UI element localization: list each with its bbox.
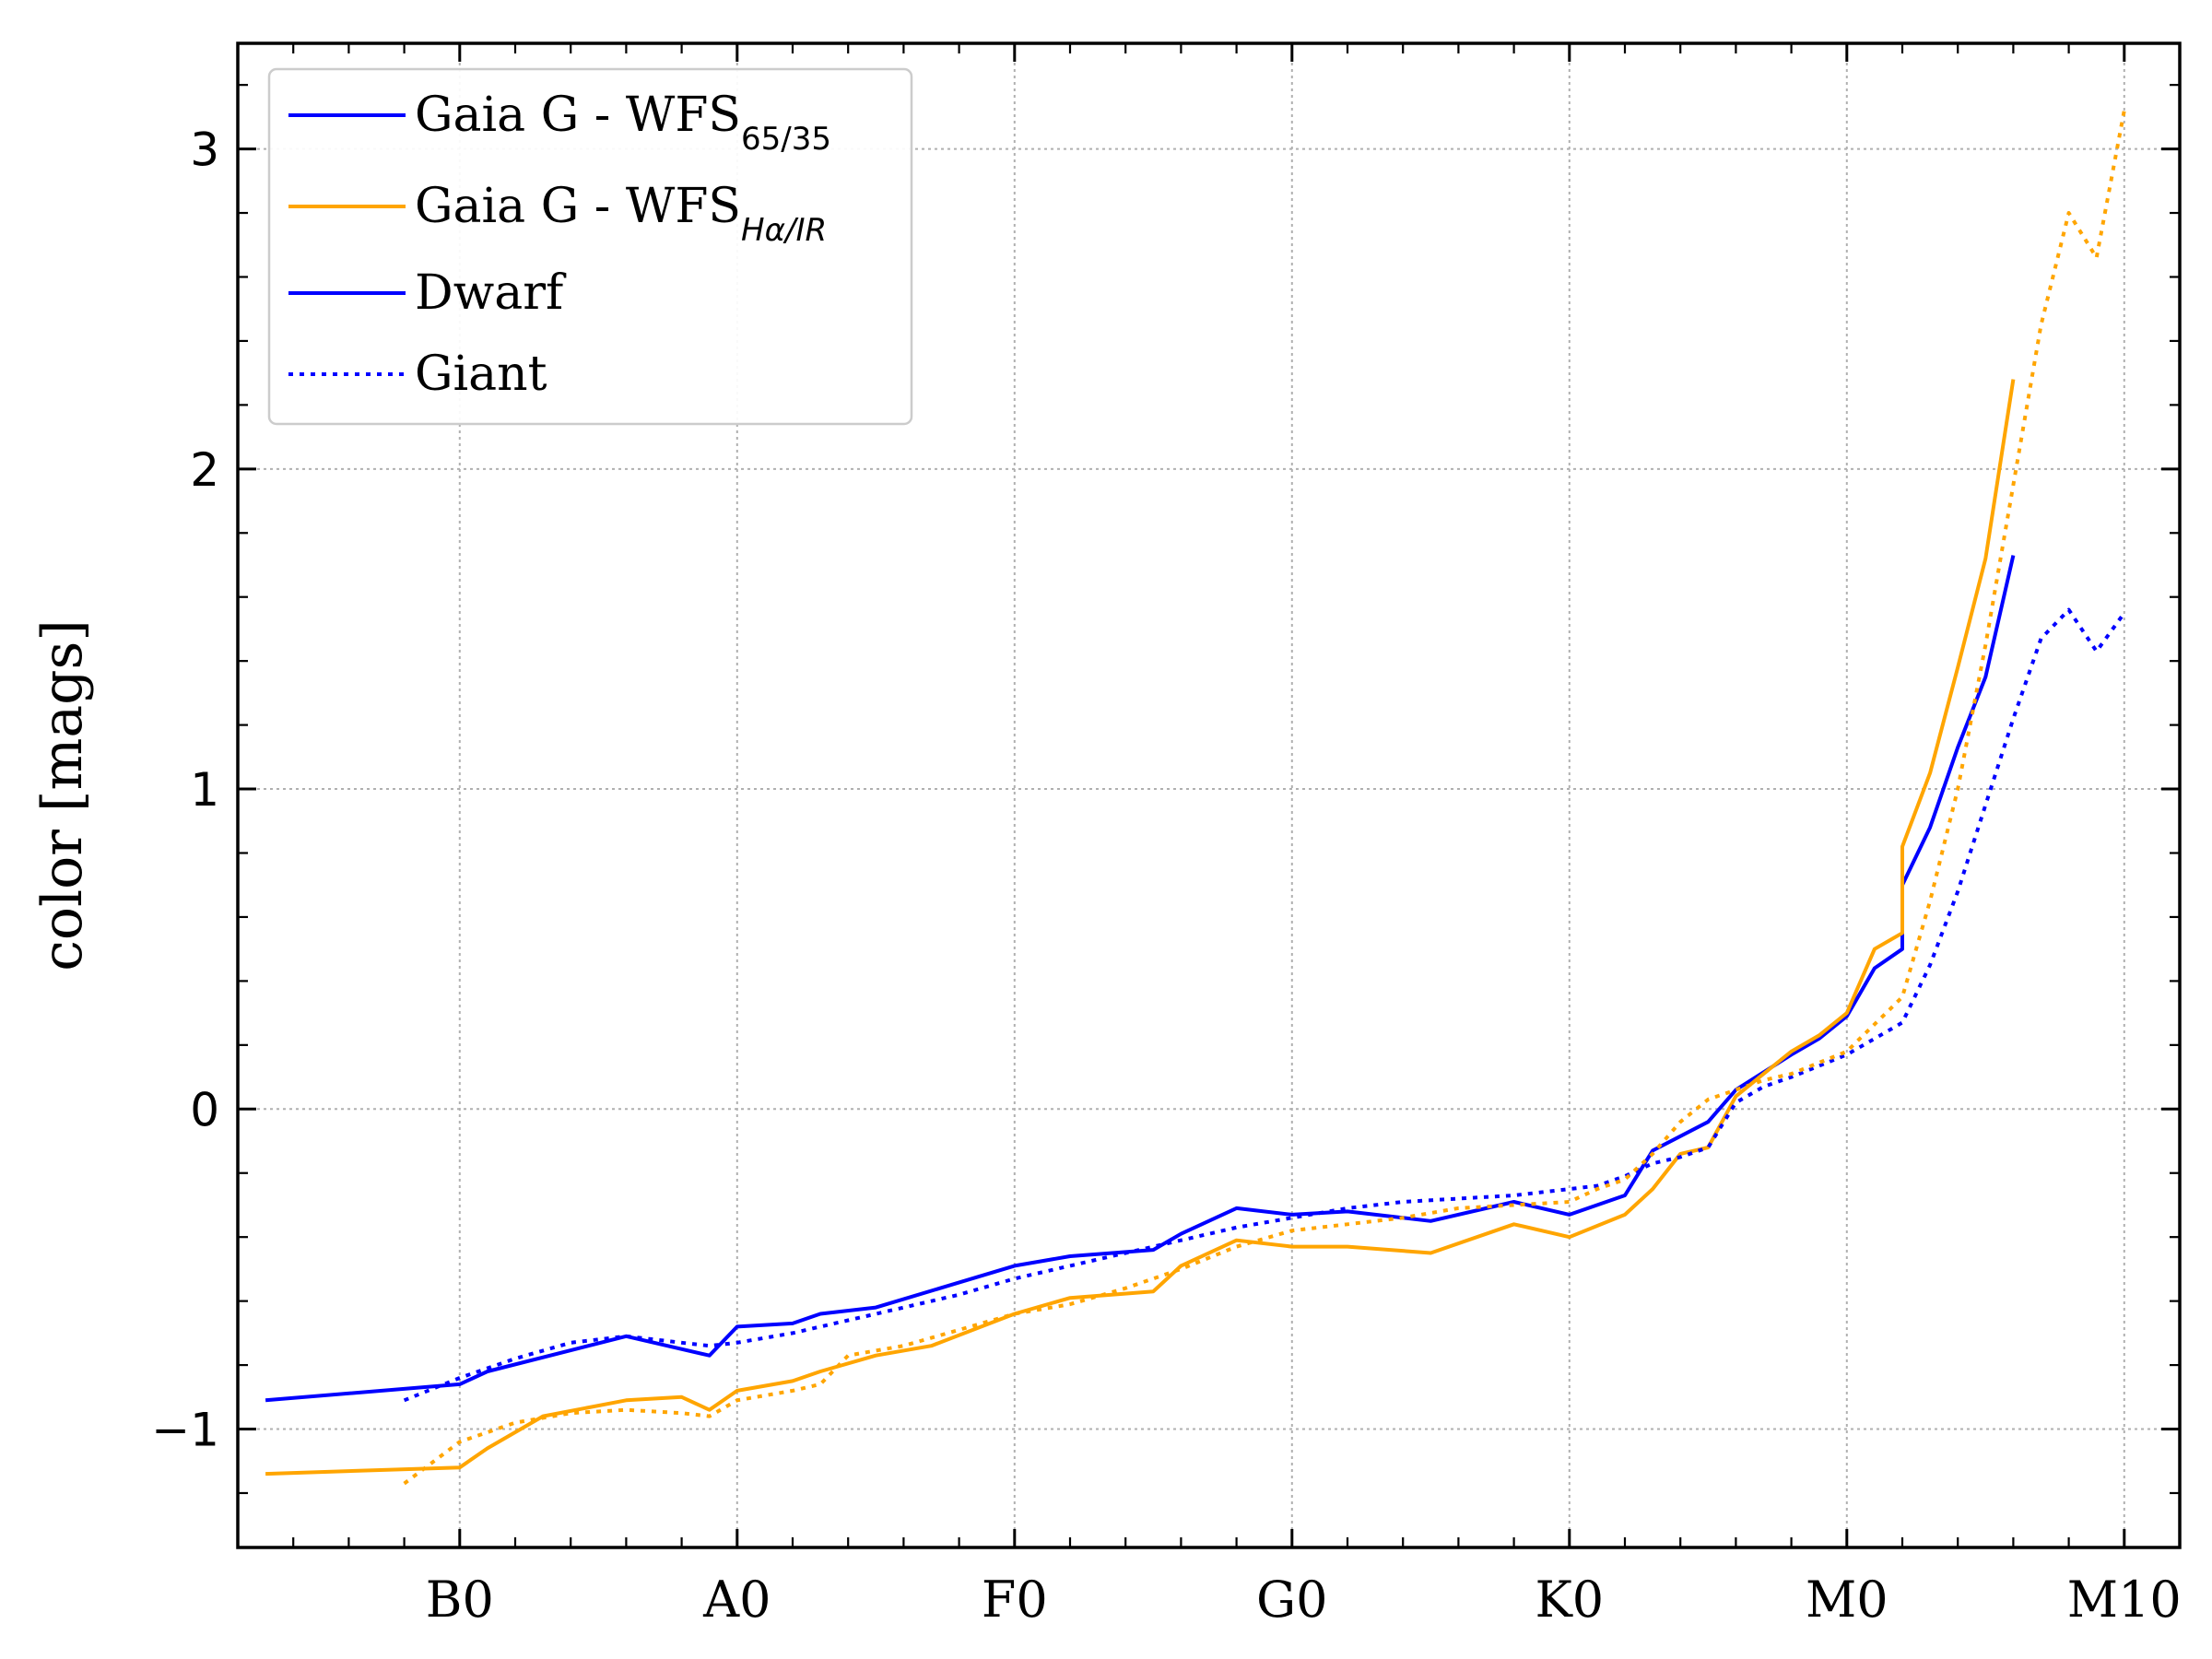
x-tick-label: A0: [702, 1571, 771, 1629]
series-line-blue-solid: [265, 555, 2016, 1403]
legend-label-sub: 65/35: [741, 121, 831, 158]
series-line-blue-dotted: [403, 607, 2126, 1403]
y-tick-label: 3: [190, 124, 219, 177]
tick-labels: B0 A0 F0 G0 K0 M0 M10 −1 0 1 2 3: [151, 124, 2182, 1629]
series-lines: [265, 110, 2126, 1486]
legend-entry-halpha-ir: Gaia G - WFSHα/IR: [288, 179, 827, 249]
legend-entry-giant: Giant: [288, 347, 547, 402]
x-tick-label: F0: [982, 1571, 1048, 1629]
legend-entry-65-35: Gaia G - WFS65/35: [288, 88, 831, 158]
y-tick-label: 1: [190, 763, 219, 817]
svg-text:Gaia G - WFS65/35: Gaia G - WFS65/35: [415, 88, 831, 158]
axis-ticks: [236, 43, 2182, 1547]
series-line-orange-solid: [265, 379, 2016, 1477]
y-tick-label: 2: [190, 443, 219, 497]
x-tick-label: M10: [2067, 1571, 2182, 1629]
legend-box: [267, 67, 913, 426]
legend-label-giant: Giant: [415, 347, 547, 402]
x-tick-label: M0: [1806, 1571, 1888, 1629]
x-tick-label: B0: [426, 1571, 494, 1629]
legend-label-main: Gaia G - WFS: [415, 179, 741, 234]
y-tick-label: 0: [190, 1083, 219, 1136]
legend-label-main: Gaia G - WFS: [415, 88, 741, 143]
y-tick-label: −1: [151, 1404, 219, 1457]
legend-label-sub: Hα/IR: [741, 212, 827, 249]
x-tick-label: K0: [1535, 1571, 1604, 1629]
legend-label-dwarf: Dwarf: [415, 265, 567, 321]
svg-text:Gaia G - WFSHα/IR: Gaia G - WFSHα/IR: [415, 179, 827, 249]
legend-entry-dwarf: Dwarf: [288, 265, 567, 321]
x-tick-label: G0: [1256, 1571, 1328, 1629]
legend: Gaia G - WFS65/35 Gaia G - WFSHα/IR Dwar…: [267, 67, 913, 426]
y-axis-title: color [mags]: [30, 619, 95, 971]
grid: [238, 43, 2180, 1547]
plot-frame: [236, 41, 2182, 1549]
